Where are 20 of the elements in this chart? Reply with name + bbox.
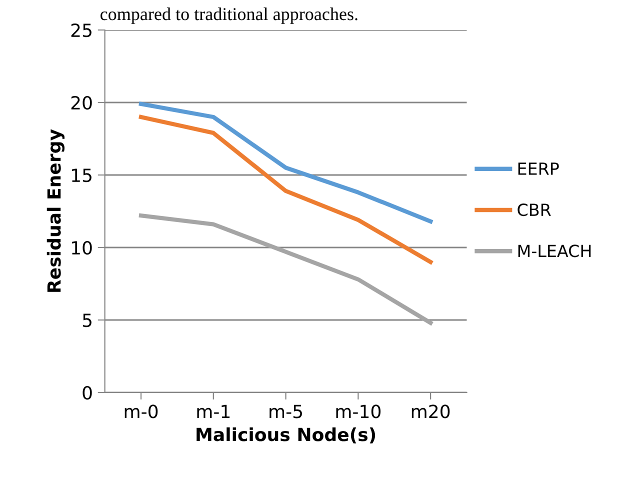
line-series [138,214,433,325]
y-tick-label: 10 [72,240,92,255]
legend-label: CBR [518,203,551,216]
legend-label: EERP [518,162,559,175]
text: compared to traditional approaches. [100,8,358,24]
y-tick-label: 20 [71,96,92,110]
x-axis-title: Malicious Node(s) [196,427,376,444]
x-tick-label: m-10 [336,404,381,418]
y-tick-label: 5 [82,314,92,328]
y-axis-title: Residual Energy [46,129,64,292]
line-series [138,114,433,264]
y-tick-label: 15 [72,168,92,182]
y-tick-label: 0 [82,386,92,400]
line-series [138,102,433,224]
x-tick-label: m-0 [124,404,158,418]
x-tick-label: m-5 [270,404,302,418]
y-tick-label: 25 [71,23,92,38]
x-tick-label: m20 [412,404,450,418]
x-tick-label: m-1 [197,404,230,418]
legend-label: M-LEACH [518,244,591,258]
